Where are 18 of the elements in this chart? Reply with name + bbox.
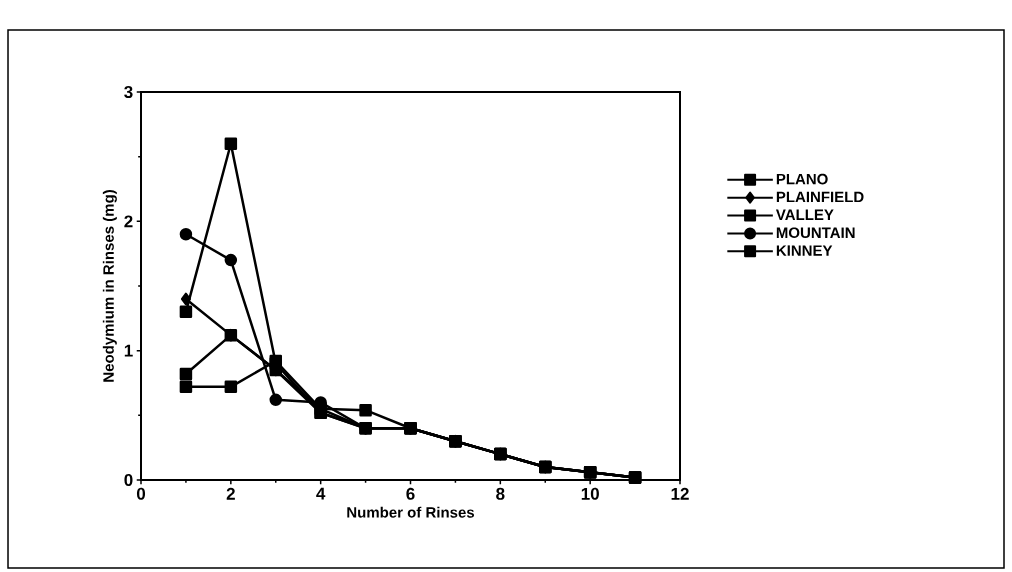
x-tick-label: 2 [226,487,235,500]
legend-label: PLANO [776,173,828,185]
legend-label: KINNEY [776,245,833,256]
x-tick-label: 0 [136,487,146,500]
x-axis-title: Number of Rinses [347,506,475,518]
y-tick-label: 2 [124,215,133,228]
x-tick-label: 10 [581,487,599,500]
x-tick-label: 8 [496,487,505,500]
y-tick-label: 0 [124,473,133,487]
x-tick-label: 6 [406,487,415,500]
y-tick-label: 1 [124,344,133,357]
x-tick-label: 12 [671,487,689,500]
legend-label: VALLEY [775,209,834,220]
legend-label: PLAINFIELD [776,191,864,203]
x-tick-label: 4 [316,487,326,500]
y-tick-label: 3 [124,85,133,99]
y-axis-title: Neodymium in Rinses (mg) [102,190,117,382]
legend-label: MOUNTAIN [776,227,855,239]
